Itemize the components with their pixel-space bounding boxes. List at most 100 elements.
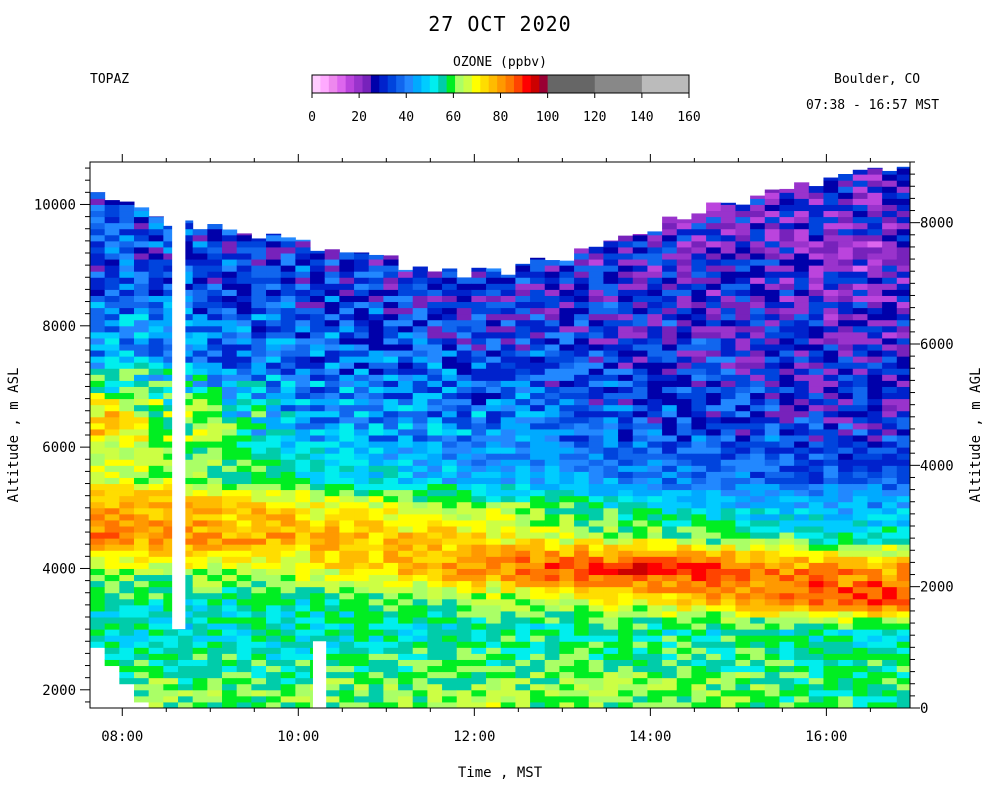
heatmap-cell bbox=[222, 277, 238, 284]
heatmap-cell bbox=[676, 265, 692, 272]
heatmap-cell bbox=[119, 234, 135, 242]
heatmap-cell bbox=[574, 259, 590, 266]
heatmap-cell bbox=[178, 313, 194, 321]
heatmap-cell bbox=[779, 435, 795, 442]
heatmap-cell bbox=[207, 659, 223, 667]
heatmap-cell bbox=[236, 677, 252, 685]
heatmap-cell bbox=[515, 271, 531, 278]
heatmap-cell bbox=[280, 283, 296, 290]
heatmap-cell bbox=[794, 544, 810, 551]
heatmap-cell bbox=[867, 671, 883, 679]
heatmap-cell bbox=[500, 538, 516, 545]
heatmap-cell bbox=[500, 459, 516, 466]
heatmap-cell bbox=[368, 483, 384, 491]
heatmap-cell bbox=[266, 295, 282, 303]
heatmap-cell bbox=[207, 471, 223, 478]
heatmap-cell bbox=[530, 483, 546, 491]
heatmap-cell bbox=[823, 271, 839, 278]
heatmap-cell bbox=[295, 453, 311, 460]
heatmap-cell bbox=[808, 641, 824, 648]
heatmap-cell bbox=[471, 483, 487, 491]
heatmap-cell bbox=[119, 659, 135, 667]
heatmap-cell bbox=[735, 216, 751, 224]
heatmap-cell bbox=[647, 253, 663, 260]
heatmap-cell bbox=[530, 665, 546, 673]
heatmap-cell bbox=[735, 592, 751, 600]
heatmap-cell bbox=[471, 368, 487, 375]
heatmap-cell bbox=[750, 447, 766, 454]
heatmap-cell bbox=[163, 465, 179, 472]
heatmap-cell bbox=[896, 392, 910, 400]
heatmap-cell bbox=[808, 435, 824, 442]
heatmap-cell bbox=[720, 295, 736, 303]
heatmap-cell bbox=[442, 562, 458, 569]
heatmap-cell bbox=[691, 629, 707, 636]
heatmap-cell bbox=[544, 331, 560, 339]
heatmap-cell bbox=[163, 574, 179, 582]
heatmap-cell bbox=[852, 319, 868, 327]
heatmap-cell bbox=[280, 580, 296, 588]
heatmap-cell bbox=[574, 325, 590, 333]
heatmap-cell bbox=[838, 526, 854, 533]
heatmap-cell bbox=[368, 671, 384, 679]
heatmap-cell bbox=[90, 556, 106, 563]
heatmap-cell bbox=[662, 544, 678, 551]
heatmap-cell bbox=[618, 319, 634, 327]
heatmap-cell bbox=[618, 380, 634, 387]
heatmap-cell bbox=[676, 519, 692, 527]
heatmap-cell bbox=[295, 307, 311, 315]
heatmap-cell bbox=[676, 598, 692, 606]
heatmap-cell bbox=[148, 629, 164, 636]
heatmap-cell bbox=[544, 404, 560, 412]
heatmap-cell bbox=[412, 380, 428, 387]
heatmap-cell bbox=[295, 665, 311, 673]
heatmap-cell bbox=[104, 331, 120, 339]
heatmap-cell bbox=[148, 592, 164, 600]
heatmap-cell bbox=[368, 392, 384, 400]
heatmap-cell bbox=[662, 410, 678, 418]
heatmap-cell bbox=[838, 519, 854, 527]
heatmap-cell bbox=[192, 526, 208, 533]
heatmap-cell bbox=[471, 665, 487, 673]
heatmap-cell bbox=[163, 519, 179, 527]
heatmap-cell bbox=[662, 447, 678, 454]
heatmap-cell bbox=[90, 192, 106, 193]
heatmap-cell bbox=[559, 283, 575, 290]
heatmap-cell bbox=[559, 526, 575, 533]
heatmap-cell bbox=[310, 259, 326, 266]
heatmap-cell bbox=[706, 477, 722, 485]
heatmap-cell bbox=[896, 325, 910, 333]
heatmap-cell bbox=[427, 368, 443, 375]
heatmap-cell bbox=[119, 562, 135, 569]
heatmap-cell bbox=[456, 689, 472, 697]
heatmap-cell bbox=[808, 198, 824, 205]
heatmap-cell bbox=[427, 410, 443, 418]
heatmap-cell bbox=[750, 519, 766, 527]
heatmap-cell bbox=[544, 695, 560, 703]
heatmap-cell bbox=[280, 562, 296, 569]
heatmap-cell bbox=[236, 265, 252, 272]
heatmap-cell bbox=[383, 562, 399, 569]
heatmap-cell bbox=[134, 283, 150, 290]
heatmap-cell bbox=[383, 380, 399, 387]
heatmap-cell bbox=[632, 416, 648, 424]
heatmap-cell bbox=[178, 374, 194, 381]
heatmap-cell bbox=[691, 459, 707, 466]
heatmap-cell bbox=[383, 544, 399, 551]
heatmap-cell bbox=[324, 526, 340, 533]
heatmap-cell bbox=[867, 441, 883, 448]
heatmap-cell bbox=[163, 580, 179, 588]
heatmap-cell bbox=[148, 550, 164, 557]
heatmap-cell bbox=[720, 507, 736, 515]
heatmap-cell bbox=[823, 683, 839, 691]
heatmap-cell bbox=[588, 647, 604, 654]
heatmap-cell bbox=[442, 665, 458, 673]
heatmap-cell bbox=[90, 216, 106, 224]
heatmap-cell bbox=[588, 665, 604, 673]
heatmap-cell bbox=[104, 501, 120, 509]
heatmap-cell bbox=[354, 544, 370, 551]
heatmap-cell bbox=[603, 289, 619, 296]
heatmap-cell bbox=[676, 532, 692, 539]
heatmap-cell bbox=[632, 507, 648, 515]
heatmap-cell bbox=[720, 259, 736, 266]
